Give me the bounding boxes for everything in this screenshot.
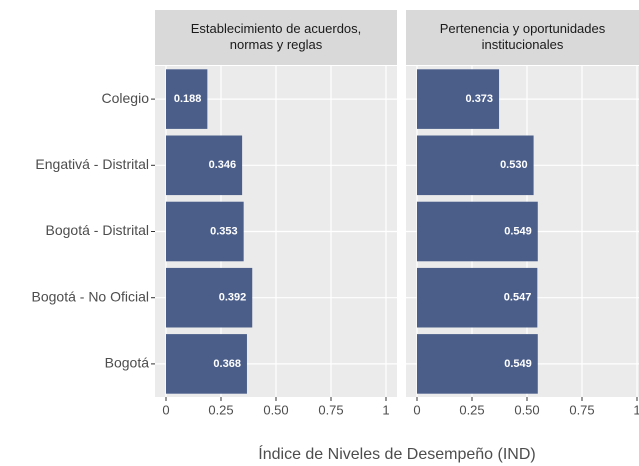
- value-label: 0.346: [209, 159, 237, 171]
- strip: [406, 10, 639, 65]
- bar: [417, 201, 538, 262]
- bar: [166, 135, 243, 196]
- strip-title: Pertenencia y oportunidades institucional…: [440, 22, 606, 53]
- y-tick-label: Bogotá - No Oficial: [32, 288, 150, 304]
- bar: [166, 334, 247, 394]
- x-tick-label: 0.75: [569, 402, 594, 417]
- bar: [417, 267, 538, 328]
- x-axis-label: Índice de Niveles de Desempeño (IND): [258, 444, 535, 463]
- bar: [417, 69, 500, 129]
- value-label: 0.353: [210, 225, 238, 237]
- bar: [417, 135, 534, 196]
- y-tick-label: Bogotá - Distrital: [46, 222, 149, 238]
- bar: [166, 201, 244, 262]
- bar: [417, 334, 538, 394]
- value-label: 0.373: [466, 93, 494, 105]
- y-tick-label: Bogotá: [105, 355, 150, 371]
- x-tick-label: 0.50: [514, 402, 539, 417]
- value-label: 0.530: [500, 159, 528, 171]
- bar: [166, 267, 253, 328]
- x-tick-label: 1: [633, 402, 639, 417]
- x-tick-label: 0.25: [459, 402, 484, 417]
- x-tick-label: 0.25: [208, 402, 233, 417]
- value-label: 0.188: [174, 93, 202, 105]
- x-tick-label: 0.50: [263, 402, 288, 417]
- x-tick-label: 0: [413, 402, 420, 417]
- y-tick-label: Engativá - Distrital: [35, 156, 149, 172]
- value-label: 0.392: [219, 292, 247, 304]
- value-label: 0.368: [213, 358, 241, 370]
- value-label: 0.549: [504, 225, 532, 237]
- x-tick-label: 0: [162, 402, 169, 417]
- strip-title: Establecimiento de acuerdos, normas y reg…: [191, 22, 362, 53]
- strip: [155, 10, 397, 65]
- y-tick-label: Colegio: [102, 90, 150, 106]
- x-tick-label: 1: [382, 402, 389, 417]
- x-tick-label: 0.75: [318, 402, 343, 417]
- value-label: 0.547: [504, 292, 532, 304]
- bar: [166, 69, 208, 129]
- value-label: 0.549: [504, 358, 532, 370]
